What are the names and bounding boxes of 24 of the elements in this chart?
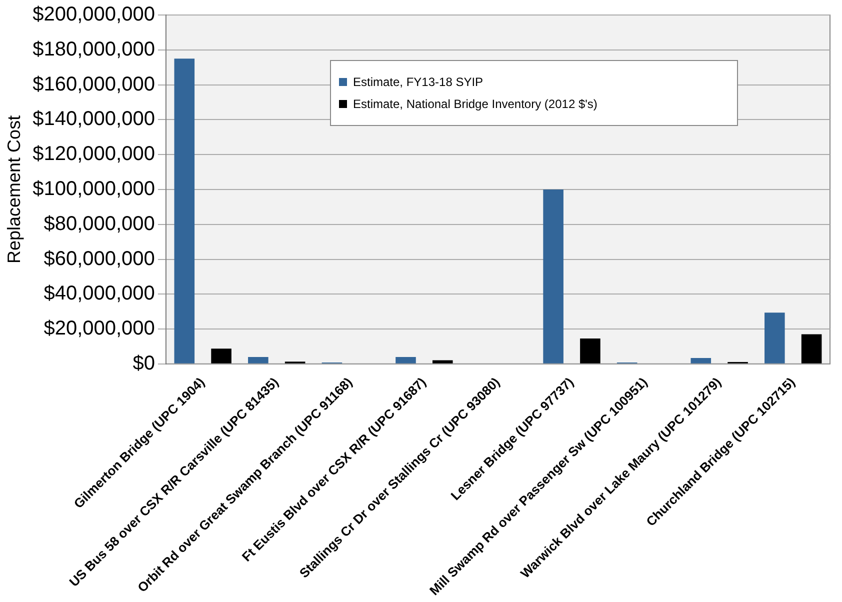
y-tick-label: $0: [132, 352, 155, 374]
y-axis-title: Replacement Cost: [4, 115, 24, 264]
bar: [396, 356, 416, 364]
bar: [432, 360, 453, 364]
bar: [174, 58, 195, 364]
bar: [580, 338, 600, 364]
y-tick-label: $180,000,000: [32, 38, 155, 60]
bar: [764, 312, 785, 364]
y-tick-label: $120,000,000: [32, 143, 155, 166]
legend-label: Estimate, National Bridge Inventory (2012 $'s): [353, 97, 598, 111]
bar: [248, 356, 268, 364]
y-tick-label: $60,000,000: [44, 248, 155, 270]
y-tick-label: $200,000,000: [32, 4, 155, 26]
y-tick-label: $100,000,000: [32, 178, 155, 200]
y-tick-label: $140,000,000: [32, 108, 155, 130]
bar: [543, 189, 564, 364]
y-tick-label: $160,000,000: [32, 73, 155, 96]
y-tick-label: $40,000,000: [44, 282, 155, 305]
bar: [801, 334, 822, 364]
y-tick-label: $80,000,000: [44, 212, 155, 235]
bar: [690, 358, 712, 364]
legend-label: Estimate, FY13-18 SYIP: [353, 75, 484, 89]
y-tick-label: $20,000,000: [44, 318, 155, 340]
bar: [211, 348, 232, 364]
